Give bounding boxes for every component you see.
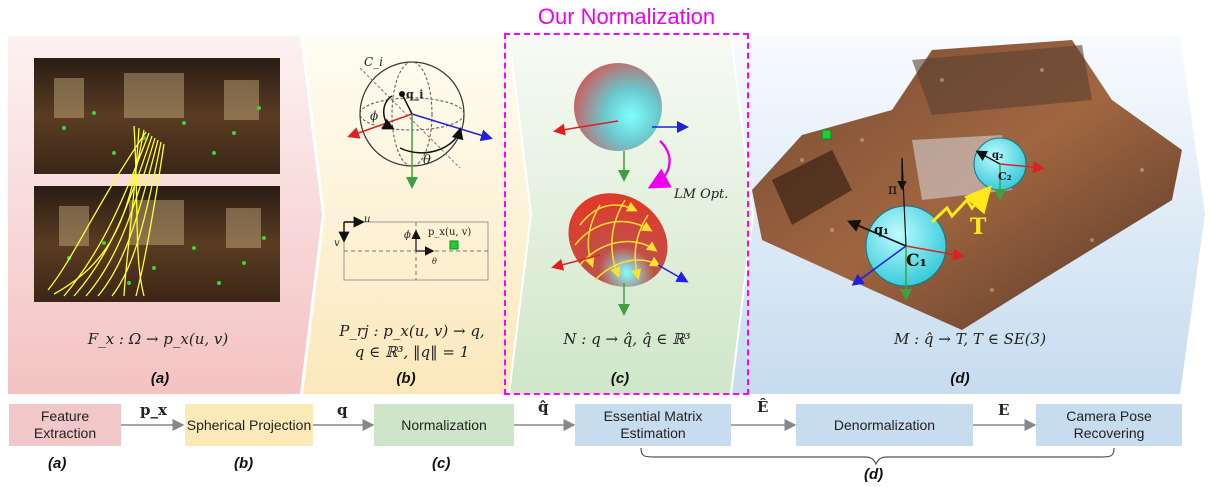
box-essential-matrix: Essential Matrix Estimation xyxy=(575,404,731,446)
box-denormalization: Denormalization xyxy=(796,404,973,446)
normalization-frame xyxy=(504,33,749,395)
phi-label: ϕ xyxy=(370,109,378,123)
arrow-label-q: q xyxy=(337,401,348,419)
formula-b-line1: P_rj : p_x(u, v) → q, xyxy=(339,322,485,340)
t-label: T xyxy=(970,214,987,240)
formula-c: N : q → q̂, q̂ ∈ ℝ³ xyxy=(563,330,691,348)
point-cloud-scene: π q₁ C₁ q₂ C₂ T xyxy=(752,40,1182,330)
panel-label-d: (d) xyxy=(950,370,970,387)
normalization-diagram: LM Opt. xyxy=(551,63,728,316)
box-feature-extraction: Feature Extraction xyxy=(9,404,121,446)
formula-d: M : q̂ → T, T ∈ SE(3) xyxy=(893,330,1047,348)
q-label: q_i xyxy=(406,88,423,102)
step-label-c: (c) xyxy=(432,455,451,472)
formula-b-line2: q ∈ ℝ³, ‖q‖ = 1 xyxy=(354,343,470,361)
panel-label-b: (b) xyxy=(396,370,416,387)
spherical-diagram: C_i q_i ϕ θ xyxy=(347,55,493,189)
plane-px: p_x(u, v) xyxy=(428,227,471,238)
arrow-label-e: E xyxy=(998,401,1010,419)
c2-label: C₂ xyxy=(998,170,1012,183)
plane-theta: θ xyxy=(432,257,437,266)
pipeline-arrows xyxy=(121,419,1115,466)
projection-plane: u v ϕ θ p_x(u, v) xyxy=(334,214,489,281)
step-label-d: (d) xyxy=(864,466,884,483)
box-normalization: Normalization xyxy=(374,404,514,446)
c1-label: C₁ xyxy=(906,251,927,271)
q2-label: q₂ xyxy=(992,150,1003,161)
panel-label-a: (a) xyxy=(150,370,170,387)
panel-label-c: (c) xyxy=(610,370,630,387)
lm-opt-label: LM Opt. xyxy=(673,187,728,202)
arrow-label-px: p_x xyxy=(140,401,167,419)
step-label-b: (b) xyxy=(234,455,254,472)
sphere-label: C_i xyxy=(364,55,383,69)
arrow-label-ehat: Ê xyxy=(757,398,769,416)
formula-a: F_x : Ω → p_x(u, v) xyxy=(87,330,229,348)
plane-phi: ϕ xyxy=(404,230,411,241)
box-camera-pose: Camera Pose Recovering xyxy=(1036,404,1182,446)
panorama-images xyxy=(34,58,280,302)
box-spherical-projection: Spherical Projection xyxy=(185,404,313,446)
arrow-label-qhat: q̂ xyxy=(538,398,549,416)
normalization-title: Our Normalization xyxy=(537,4,716,29)
pi-label: π xyxy=(888,182,897,198)
plane-u: u xyxy=(364,214,370,225)
theta-label: θ xyxy=(423,153,431,168)
step-label-a: (a) xyxy=(48,455,67,472)
q1-label: q₁ xyxy=(874,223,889,238)
plane-v: v xyxy=(334,238,340,249)
